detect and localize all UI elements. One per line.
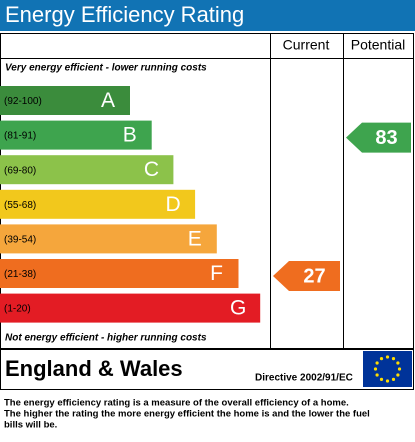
bottom-note: Not energy efficient - higher running co… [5,333,207,344]
eu-star [375,373,379,377]
description-line: bills will be. [4,420,57,431]
band-letter: A [101,89,115,112]
band-range: (92-100) [4,96,42,107]
footer-border [0,349,414,390]
eu-star [391,357,396,361]
band-bar [0,86,130,115]
band-bar [0,189,196,219]
band-bar [0,293,261,323]
description-line: The energy efficiency rating is a measur… [4,398,349,409]
eu-star [396,373,400,377]
eu-star [373,367,378,371]
rating-value: 83 [375,127,397,149]
eu-star [391,377,396,381]
band-letter: D [166,193,181,216]
band-range: (21-38) [4,269,36,280]
band-bar [0,224,217,254]
description-line: The higher the rating the more energy ef… [4,409,370,420]
band-letter: B [123,124,137,147]
eu-star [397,367,402,371]
band-letter: F [210,262,223,285]
directive: Directive 2002/91/EC [255,373,353,384]
band-letter: G [230,297,246,320]
column-header: Potential [351,37,405,53]
region: England & Wales [5,356,183,381]
eu-star [375,361,379,365]
rating-arrow [273,261,340,291]
rating-arrow [346,122,411,153]
eu-star [396,361,400,365]
band-range: (55-68) [4,200,36,211]
eu-star [379,377,384,381]
band-range: (1-20) [4,304,31,315]
eu-star [385,355,390,359]
band-letter: C [144,158,159,181]
band-range: (39-54) [4,235,36,246]
eu-stars [373,355,402,383]
band-range: (69-80) [4,165,36,176]
band-bar [0,120,152,150]
band-range: (81-91) [4,131,36,142]
title: Energy Efficiency Rating [5,2,244,27]
band-bar [0,155,174,185]
title-bar [0,0,415,31]
top-note: Very energy efficient - lower running co… [5,63,207,74]
column-header: Current [283,37,330,53]
rating-value: 27 [303,265,325,287]
eu-star [379,357,384,361]
band-bar [0,259,239,288]
band-letter: E [188,227,202,250]
eu-star [385,379,390,383]
